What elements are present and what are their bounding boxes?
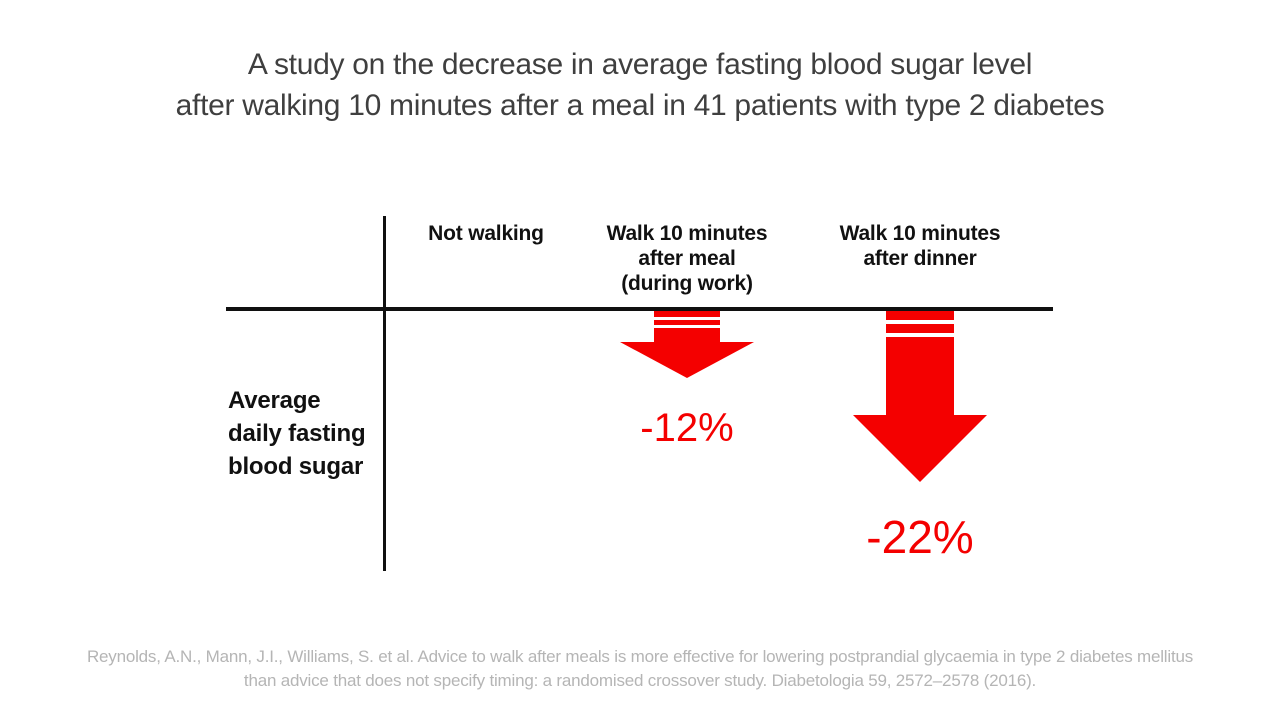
column-header-walk-after-meal: Walk 10 minutes after meal (during work) xyxy=(577,221,797,296)
row-label-line: Average xyxy=(228,387,321,414)
change-value-after-meal: -12% xyxy=(640,406,734,450)
column-header-walk-after-dinner: Walk 10 minutes after dinner xyxy=(810,221,1030,271)
chart-title: A study on the decrease in average fasti… xyxy=(0,44,1280,126)
column-header-line: Not walking xyxy=(428,222,544,245)
decrease-arrow-after-dinner-head xyxy=(853,415,987,482)
column-header-line: Walk 10 minutes xyxy=(606,222,768,245)
source-citation-line-1: Reynolds, A.N., Mann, J.I., Williams, S.… xyxy=(86,647,1194,666)
decrease-arrow-after-meal-head xyxy=(620,342,754,378)
decrease-arrow-after-meal-shaft xyxy=(654,311,720,342)
column-header-line: (during work) xyxy=(621,272,753,295)
row-label-average-daily-fasting-blood-sugar: Average daily fasting blood sugar xyxy=(228,384,366,483)
chart-title-line-2: after walking 10 minutes after a meal in… xyxy=(175,89,1105,122)
source-citation: Reynolds, A.N., Mann, J.I., Williams, S.… xyxy=(0,645,1280,693)
column-header-line: after dinner xyxy=(863,247,977,270)
row-label-line: blood sugar xyxy=(228,453,364,480)
decrease-arrow-after-dinner-shaft xyxy=(886,311,954,415)
row-label-line: daily fasting xyxy=(228,420,366,447)
column-header-not-walking: Not walking xyxy=(376,221,596,246)
table-vertical-axis-line xyxy=(383,216,386,571)
table-horizontal-axis-line xyxy=(226,307,1053,311)
column-header-line: after meal xyxy=(638,247,736,270)
column-header-line: Walk 10 minutes xyxy=(839,222,1001,245)
change-value-after-dinner: -22% xyxy=(866,511,974,563)
source-citation-line-2: than advice that does not specify timing… xyxy=(243,671,1037,690)
chart-title-line-1: A study on the decrease in average fasti… xyxy=(247,48,1033,81)
